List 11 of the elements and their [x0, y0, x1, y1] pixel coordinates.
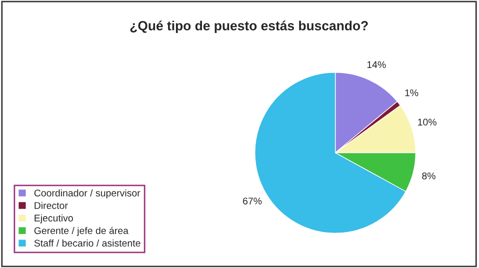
data-label: 10%	[418, 118, 436, 126]
legend-label: Director	[34, 202, 68, 209]
data-label: 8%	[422, 172, 436, 180]
data-label: 67%	[243, 198, 262, 204]
data-label: 14%	[367, 61, 386, 68]
legend-label: Gerente / jefe de área	[34, 226, 128, 236]
legend-label: Coordinador / supervisor	[34, 189, 140, 198]
legend-label: Ejecutivo	[34, 214, 73, 224]
legend-label: Staff / becario / asistente	[34, 239, 140, 247]
chart-title: ¿Qué tipo de puesto estás buscando?	[130, 20, 368, 34]
data-label: 1%	[405, 89, 418, 96]
